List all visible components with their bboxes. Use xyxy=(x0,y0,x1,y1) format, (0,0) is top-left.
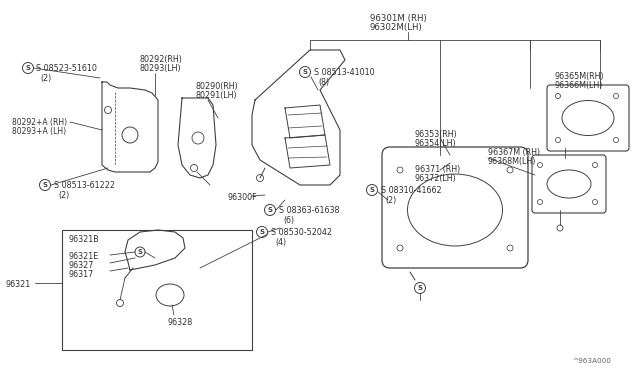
Text: 96300F: 96300F xyxy=(228,193,258,202)
Text: 96328: 96328 xyxy=(168,318,193,327)
Text: 96367M (RH): 96367M (RH) xyxy=(488,148,540,157)
Text: (2): (2) xyxy=(58,191,69,200)
Text: S: S xyxy=(303,69,307,75)
Text: S 08513-61222: S 08513-61222 xyxy=(54,181,115,190)
Text: S 08530-52042: S 08530-52042 xyxy=(271,228,332,237)
Text: S: S xyxy=(259,229,264,235)
Text: S 08523-51610: S 08523-51610 xyxy=(36,64,97,73)
Text: 96302M(LH): 96302M(LH) xyxy=(370,23,423,32)
Text: S 08363-61638: S 08363-61638 xyxy=(279,206,339,215)
Text: 96366M(LH): 96366M(LH) xyxy=(555,81,604,90)
Text: 96317: 96317 xyxy=(68,270,93,279)
Text: S: S xyxy=(268,207,273,213)
Text: (2): (2) xyxy=(40,74,51,83)
Text: 96321B: 96321B xyxy=(68,235,99,244)
Text: (4): (4) xyxy=(275,238,286,247)
Text: 96353(RH): 96353(RH) xyxy=(415,130,458,139)
Text: 96368M(LH): 96368M(LH) xyxy=(488,157,536,166)
Text: 96372(LH): 96372(LH) xyxy=(415,174,457,183)
Text: 96365M(RH): 96365M(RH) xyxy=(555,72,605,81)
Text: S: S xyxy=(417,285,422,291)
Text: S 08513-41010: S 08513-41010 xyxy=(314,68,374,77)
Text: 96321E: 96321E xyxy=(68,252,99,261)
Text: 96327: 96327 xyxy=(68,261,93,270)
Text: 80290(RH): 80290(RH) xyxy=(195,82,237,91)
Text: S: S xyxy=(42,182,47,188)
Text: (6): (6) xyxy=(283,216,294,225)
Text: 80292(RH): 80292(RH) xyxy=(140,55,183,64)
Bar xyxy=(62,230,252,350)
Text: 80292+A (RH): 80292+A (RH) xyxy=(12,118,67,127)
Text: S: S xyxy=(138,249,143,255)
Text: (8): (8) xyxy=(318,78,329,87)
Text: (2): (2) xyxy=(385,196,396,205)
Text: 80293(LH): 80293(LH) xyxy=(140,64,182,73)
Text: S 08310-41662: S 08310-41662 xyxy=(381,186,442,195)
Text: 96301M (RH): 96301M (RH) xyxy=(370,14,427,23)
Text: 96321: 96321 xyxy=(5,280,30,289)
Text: S: S xyxy=(26,65,31,71)
Text: 80291(LH): 80291(LH) xyxy=(195,91,237,100)
Text: 80293+A (LH): 80293+A (LH) xyxy=(12,127,66,136)
Text: 96354(LH): 96354(LH) xyxy=(415,139,456,148)
Text: ^963A000: ^963A000 xyxy=(572,358,611,364)
Text: 96371 (RH): 96371 (RH) xyxy=(415,165,460,174)
Text: S: S xyxy=(369,187,374,193)
